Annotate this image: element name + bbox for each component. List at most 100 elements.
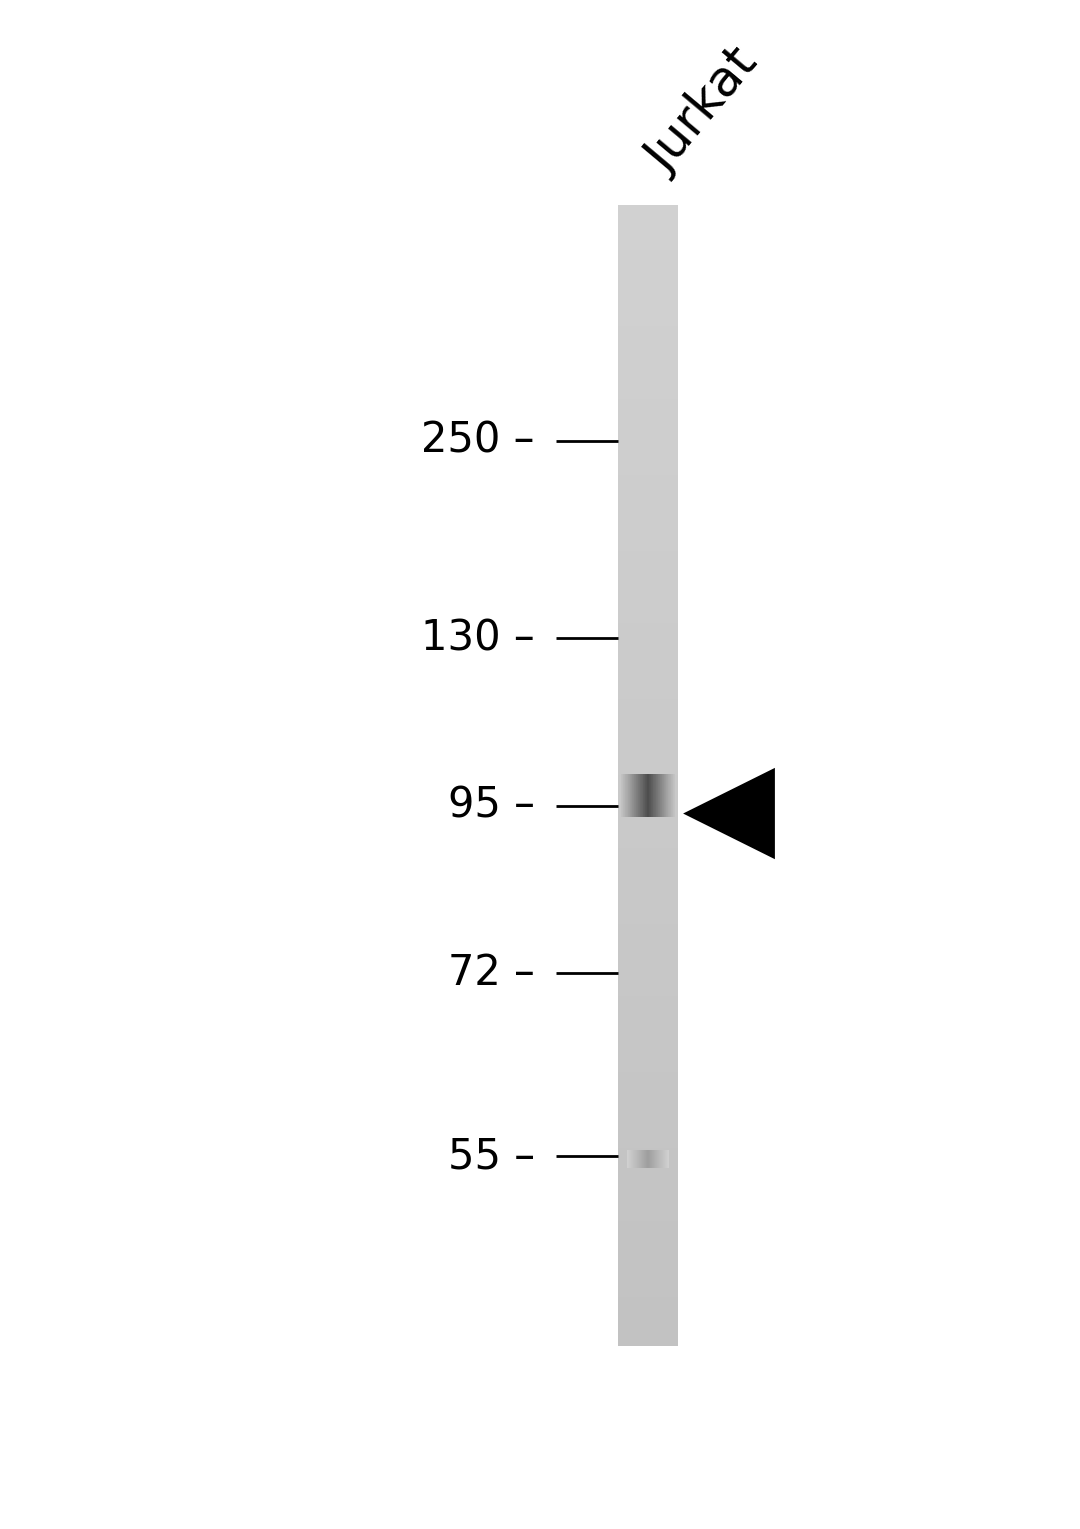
Bar: [618, 1190, 678, 1194]
Bar: [618, 1041, 678, 1046]
Bar: [618, 855, 678, 859]
Bar: [618, 657, 678, 662]
Bar: [618, 1217, 678, 1220]
Bar: [618, 1251, 678, 1255]
Bar: [618, 520, 678, 524]
Bar: [618, 540, 678, 543]
Bar: [618, 353, 678, 356]
Bar: [618, 1187, 678, 1190]
Bar: [618, 289, 678, 292]
Bar: [618, 882, 678, 885]
Bar: [618, 924, 678, 928]
Bar: [618, 1171, 678, 1176]
Bar: [618, 315, 678, 318]
Bar: [618, 680, 678, 683]
Bar: [618, 372, 678, 376]
Bar: [618, 1240, 678, 1243]
Bar: [618, 402, 678, 407]
Bar: [618, 205, 678, 208]
Bar: [618, 277, 678, 281]
Bar: [618, 946, 678, 951]
Bar: [618, 1309, 678, 1312]
Bar: [618, 266, 678, 269]
Bar: [618, 456, 678, 460]
Bar: [618, 1316, 678, 1320]
Bar: [618, 1102, 678, 1107]
Bar: [618, 1087, 678, 1092]
Bar: [618, 1248, 678, 1251]
Bar: [618, 954, 678, 959]
Bar: [618, 261, 678, 266]
Bar: [618, 1294, 678, 1297]
Bar: [618, 460, 678, 463]
Bar: [618, 284, 678, 289]
Bar: [618, 573, 678, 578]
Bar: [618, 463, 678, 468]
Bar: [618, 1202, 678, 1205]
Bar: [618, 1335, 678, 1339]
Bar: [618, 1161, 678, 1164]
Bar: [618, 749, 678, 752]
Bar: [618, 558, 678, 563]
Bar: [618, 391, 678, 394]
Bar: [618, 1023, 678, 1026]
Bar: [618, 430, 678, 433]
Bar: [618, 737, 678, 742]
Bar: [618, 1197, 678, 1202]
Bar: [618, 676, 678, 680]
Bar: [618, 524, 678, 528]
Bar: [618, 829, 678, 833]
Bar: [618, 1018, 678, 1023]
Bar: [618, 231, 678, 235]
Bar: [618, 376, 678, 379]
Bar: [618, 696, 678, 699]
Bar: [618, 581, 678, 586]
Bar: [618, 908, 678, 913]
Bar: [618, 239, 678, 243]
Bar: [618, 931, 678, 936]
Bar: [618, 586, 678, 589]
Bar: [618, 714, 678, 719]
Bar: [618, 722, 678, 726]
Bar: [618, 609, 678, 612]
Bar: [618, 1342, 678, 1347]
Bar: [618, 1049, 678, 1053]
Bar: [618, 281, 678, 284]
Text: 250 –: 250 –: [421, 419, 535, 462]
Bar: [618, 292, 678, 297]
Bar: [618, 304, 678, 307]
Bar: [618, 1133, 678, 1138]
Bar: [618, 1122, 678, 1125]
Bar: [618, 916, 678, 920]
Bar: [618, 711, 678, 714]
Bar: [618, 1153, 678, 1156]
Bar: [618, 274, 678, 277]
Bar: [618, 870, 678, 875]
Bar: [618, 1008, 678, 1011]
Bar: [618, 1304, 678, 1309]
Bar: [618, 566, 678, 570]
Bar: [618, 341, 678, 346]
Bar: [618, 757, 678, 760]
Bar: [618, 333, 678, 338]
Bar: [618, 1243, 678, 1248]
Bar: [618, 1278, 678, 1281]
Bar: [618, 243, 678, 246]
Bar: [618, 901, 678, 905]
Bar: [618, 852, 678, 855]
Bar: [618, 635, 678, 639]
Bar: [618, 726, 678, 729]
Bar: [618, 1281, 678, 1286]
Bar: [618, 1339, 678, 1342]
Bar: [618, 246, 678, 251]
Bar: [618, 631, 678, 635]
Bar: [618, 836, 678, 839]
Bar: [618, 448, 678, 453]
Bar: [618, 1092, 678, 1095]
Bar: [618, 512, 678, 517]
Text: 95 –: 95 –: [448, 784, 535, 827]
Bar: [618, 410, 678, 414]
Bar: [618, 619, 678, 624]
Bar: [618, 437, 678, 440]
Bar: [618, 1099, 678, 1102]
